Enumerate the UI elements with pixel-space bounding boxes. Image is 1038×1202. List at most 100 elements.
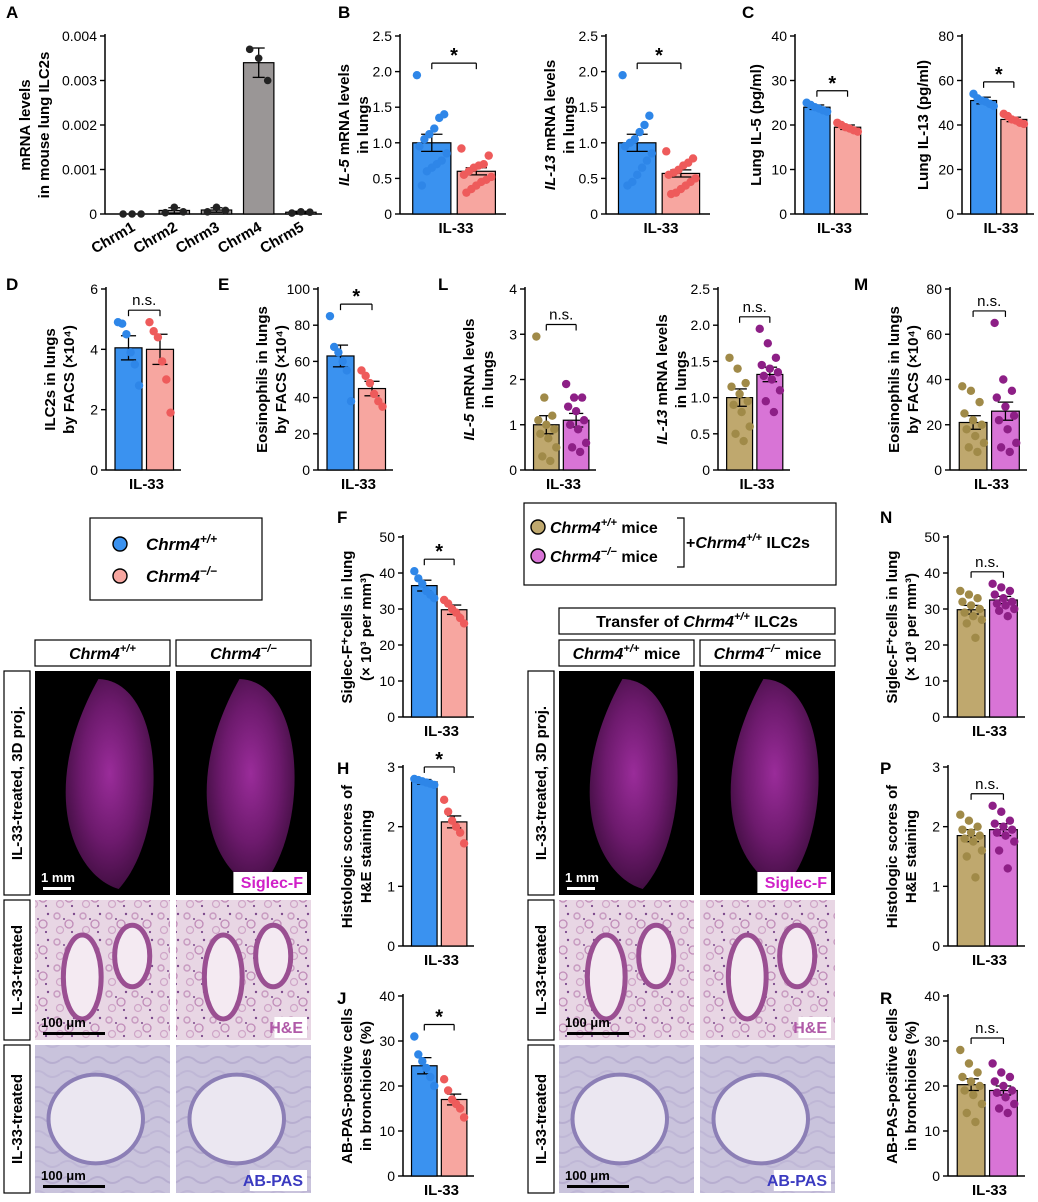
bronchiole bbox=[711, 1072, 810, 1166]
data-point bbox=[1009, 411, 1019, 420]
sig-label: n.s. bbox=[549, 307, 573, 324]
data-point bbox=[999, 375, 1008, 384]
y-tick-label: 0 bbox=[934, 462, 942, 478]
data-point bbox=[162, 375, 171, 384]
data-point bbox=[956, 586, 965, 596]
data-point bbox=[962, 619, 971, 628]
chart-A: 0 0.001 0.002 0.003 0.004 mRNA levels in mouse… bbox=[17, 28, 322, 257]
data-point bbox=[969, 1090, 978, 1100]
panel-letter-L: L bbox=[438, 275, 448, 294]
x-axis-label: IL-33 bbox=[546, 476, 581, 493]
data-point bbox=[130, 360, 140, 369]
column-header-1: Chrm4+/+ mice bbox=[573, 643, 681, 663]
data-point bbox=[971, 431, 980, 441]
y-axis-label: by FACS (×10⁴) bbox=[273, 325, 290, 434]
data-point bbox=[958, 825, 967, 834]
y-axis-label: ILC2s in lungs bbox=[42, 328, 59, 431]
data-point bbox=[561, 379, 571, 389]
row-label-box bbox=[527, 670, 555, 896]
data-point bbox=[567, 443, 577, 452]
y-tick-label: 0 bbox=[932, 1168, 940, 1184]
sig-label: * bbox=[435, 1007, 443, 1029]
y-tick-label: 0 bbox=[302, 462, 310, 478]
data-point bbox=[992, 393, 1001, 402]
y-tick-label: 4 bbox=[90, 341, 98, 357]
data-point bbox=[1019, 119, 1029, 129]
chart-M: 0 20 40 60 80 Eosinophils in lungs by FACS (×1… bbox=[886, 281, 1027, 493]
data-point bbox=[161, 208, 170, 217]
data-point bbox=[822, 107, 832, 116]
row-label-box bbox=[527, 1044, 555, 1194]
row-label: IL-33-treated, 3D proj. bbox=[9, 706, 26, 860]
y-tick-label: 3 bbox=[509, 326, 517, 342]
stain-label-bg bbox=[757, 872, 831, 893]
y-tick-label: 1 bbox=[387, 878, 395, 894]
data-point bbox=[1010, 1099, 1019, 1109]
x-tick-label-Chrm3: Chrm3 bbox=[173, 219, 223, 257]
data-point bbox=[563, 402, 573, 411]
y-tick-label: 3 bbox=[932, 759, 940, 775]
x-axis-label: IL-33 bbox=[817, 220, 852, 237]
stain-label-bg bbox=[233, 872, 307, 893]
x-axis-label: IL-33 bbox=[983, 220, 1018, 237]
stain-label-bg bbox=[249, 1170, 307, 1191]
stain-label: Siglec-F bbox=[241, 875, 303, 892]
bronchiole bbox=[187, 1072, 286, 1166]
charts-layer: 0 0.001 0.002 0.003 0.004 mRNA levels in mouse… bbox=[17, 28, 1034, 1199]
y-tick-label: 1.0 bbox=[373, 135, 393, 151]
data-point bbox=[964, 816, 974, 825]
y-tick-label: 6 bbox=[90, 281, 98, 297]
data-point bbox=[956, 1045, 965, 1055]
lung-lobe-image bbox=[589, 679, 678, 889]
data-point bbox=[254, 54, 263, 63]
data-point bbox=[179, 207, 188, 216]
y-tick-label: 30 bbox=[379, 1033, 395, 1049]
y-axis-label: in lungs bbox=[355, 96, 372, 154]
data-point bbox=[996, 443, 1006, 452]
data-point bbox=[430, 124, 439, 133]
y-tick-label: 0 bbox=[932, 938, 940, 954]
data-point bbox=[966, 386, 976, 396]
y-axis-label: Histologic scores of bbox=[339, 784, 356, 928]
column-header-2: Chrm4−/− bbox=[210, 643, 277, 663]
data-point bbox=[977, 846, 987, 855]
bronchiole bbox=[570, 1072, 669, 1166]
data-point bbox=[420, 135, 429, 144]
scale-bar bbox=[43, 1185, 105, 1188]
sig-label: * bbox=[655, 45, 663, 67]
chart-J: 0 10 20 30 40 AB-PAS-positive cells in bronchi… bbox=[339, 988, 474, 1199]
y-tick-label: 0 bbox=[590, 206, 598, 222]
data-point bbox=[741, 378, 750, 388]
data-point bbox=[988, 579, 997, 588]
data-point bbox=[623, 181, 632, 190]
data-point bbox=[765, 364, 775, 373]
grid-title: Transfer of Chrm4+/+ ILC2s bbox=[596, 611, 798, 631]
chart-B2: 0 0.5 1.0 1.5 2.0 2.5 IL-13 mRNA levels in lung… bbox=[542, 28, 710, 237]
y-tick-label: 0.004 bbox=[62, 28, 97, 44]
y-tick-label: 1 bbox=[509, 417, 517, 433]
scale-bar-label: 1 mm bbox=[41, 870, 75, 885]
scale-bar bbox=[43, 887, 71, 890]
sig-label: n.s. bbox=[975, 776, 999, 793]
data-point bbox=[1007, 1086, 1017, 1095]
bar-ctrl bbox=[956, 835, 986, 947]
y-tick-label: 80 bbox=[938, 28, 954, 44]
legend-bracket-label: +Chrm4+/+ ILC2s bbox=[686, 532, 810, 552]
scale-bar bbox=[567, 1032, 629, 1035]
y-tick-label: 30 bbox=[379, 601, 395, 617]
stain-label-bg bbox=[274, 1017, 307, 1038]
y-tick-label: 50 bbox=[924, 529, 940, 545]
y-tick-label: 20 bbox=[924, 1078, 940, 1094]
y-tick-label: 30 bbox=[771, 73, 787, 89]
data-point bbox=[306, 208, 314, 217]
sig-label: n.s. bbox=[132, 292, 156, 309]
data-point bbox=[575, 447, 585, 457]
legend-label-ko-cells: Chrm4−/− mice bbox=[550, 546, 658, 566]
data-point bbox=[157, 357, 167, 366]
sig-label: * bbox=[828, 73, 836, 95]
y-tick-label: 100 bbox=[287, 281, 311, 297]
data-point bbox=[958, 382, 967, 391]
data-point bbox=[642, 156, 652, 165]
data-point bbox=[973, 594, 982, 603]
y-tick-label: 20 bbox=[924, 637, 940, 653]
